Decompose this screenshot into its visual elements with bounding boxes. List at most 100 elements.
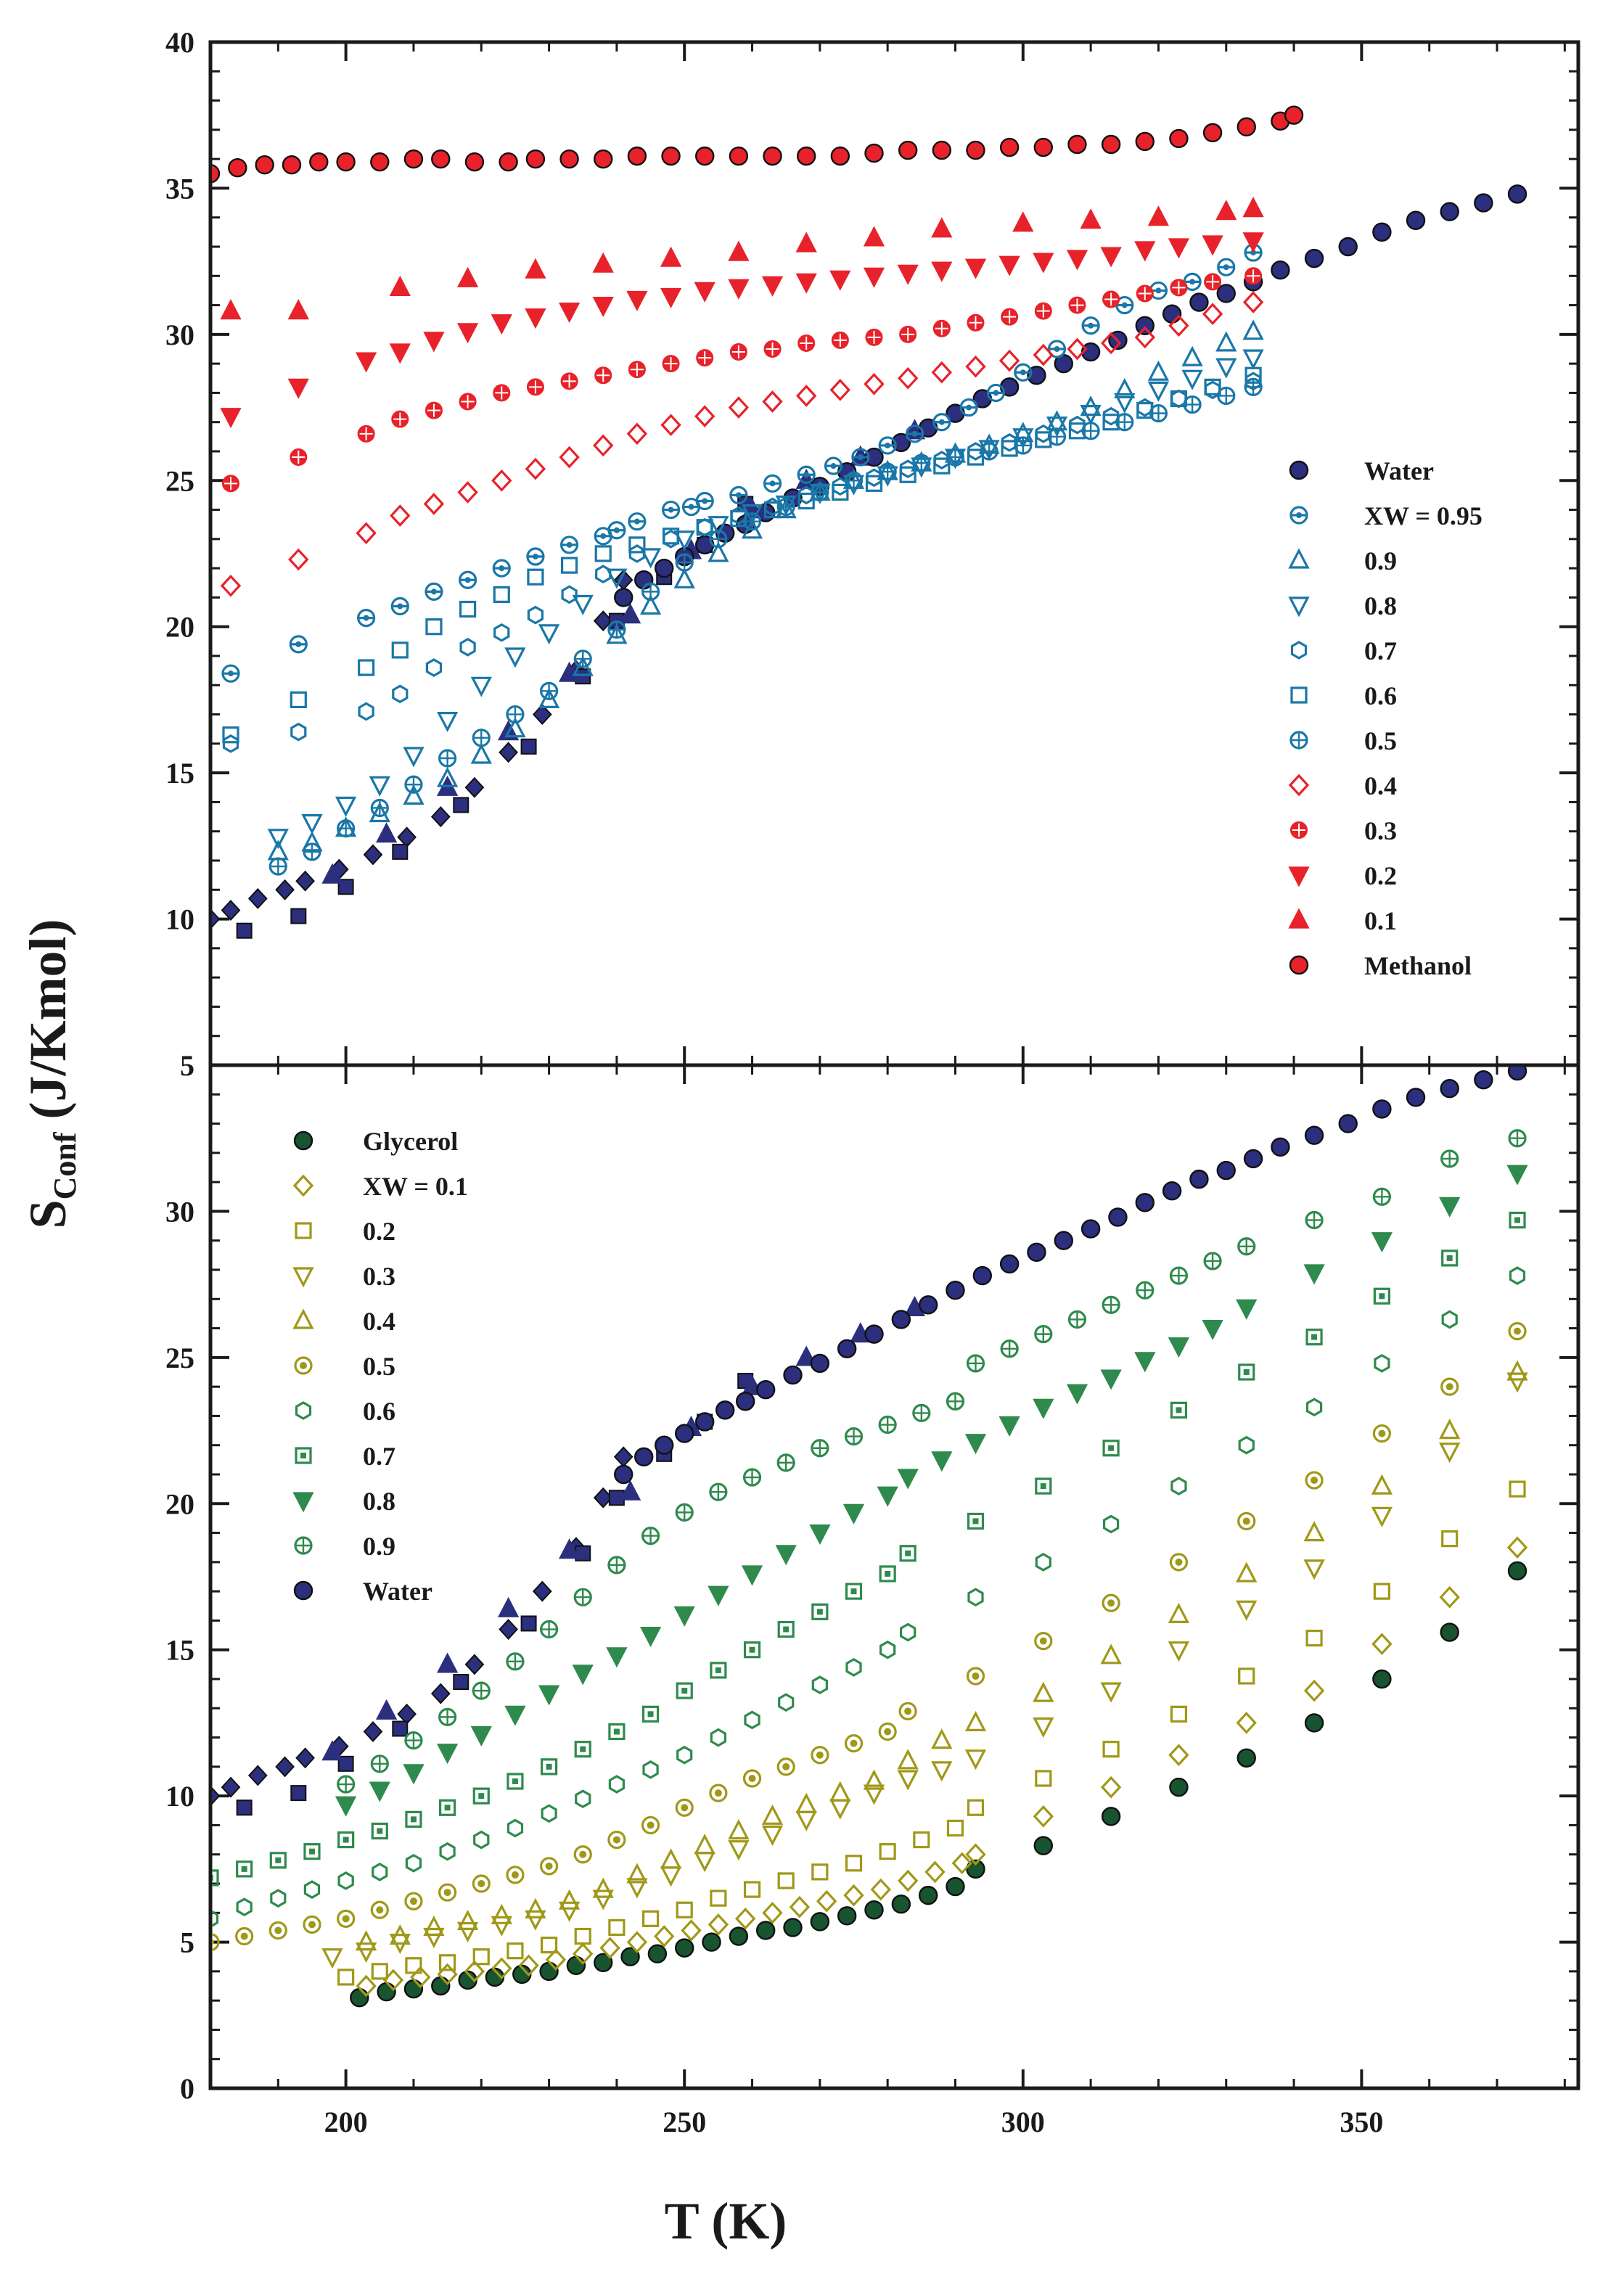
data-point (1001, 308, 1019, 326)
data-point (1242, 349, 1264, 370)
legend-label: 0.9 (1364, 546, 1397, 575)
data-point (593, 434, 614, 457)
data-point (913, 1831, 930, 1849)
legend-label: 0.7 (363, 1442, 395, 1471)
data-point (761, 1825, 784, 1846)
data-point (425, 401, 443, 419)
data-point (595, 565, 612, 584)
x-tick-label: 300 (1001, 2106, 1045, 2138)
data-point (1305, 1210, 1324, 1230)
data-point (439, 1799, 456, 1816)
data-point (1100, 1682, 1122, 1703)
data-point (641, 1910, 660, 1927)
data-point (1168, 314, 1189, 337)
data-point (439, 1842, 456, 1861)
data-point (369, 802, 390, 823)
data-point (540, 1758, 558, 1776)
legend-marker (293, 1130, 313, 1151)
legend-marker (1289, 460, 1309, 480)
data-point (1162, 304, 1182, 324)
data-point (1080, 1219, 1101, 1239)
data-point (755, 1921, 776, 1940)
data-point (946, 1819, 964, 1837)
legend-label: Methanol (1364, 951, 1472, 980)
water-extra-point (375, 1699, 398, 1720)
data-point (655, 558, 674, 578)
data-point (829, 1781, 851, 1802)
data-point (845, 1658, 862, 1677)
data-point (573, 1942, 594, 1966)
data-point (824, 456, 843, 475)
data-point (492, 559, 511, 578)
data-point (1134, 1352, 1156, 1373)
data-point (389, 1924, 411, 1945)
data-point (695, 491, 714, 511)
data-point (336, 152, 356, 172)
x-tick-label: 200 (324, 2106, 368, 2138)
data-point (946, 1392, 965, 1411)
data-point (572, 1665, 594, 1686)
data-point (694, 405, 715, 428)
data-point (337, 1831, 355, 1849)
data-point (899, 466, 916, 483)
data-point (795, 273, 817, 294)
data-point (842, 1503, 865, 1524)
data-point (558, 1889, 581, 1910)
data-point (675, 553, 694, 572)
data-point (268, 857, 287, 876)
data-point (356, 522, 377, 545)
data-point (303, 842, 321, 861)
data-point (709, 1482, 728, 1501)
data-point (1371, 1474, 1393, 1495)
data-point (1115, 413, 1134, 432)
data-point (438, 749, 457, 768)
data-point (642, 1760, 659, 1779)
data-point (390, 504, 411, 527)
data-point (1406, 1088, 1426, 1107)
data-point (290, 448, 308, 467)
data-point (1147, 205, 1170, 226)
data-point (898, 1702, 917, 1720)
data-point (599, 1937, 620, 1959)
data-point (287, 378, 309, 399)
data-point (1181, 369, 1203, 390)
data-point (464, 152, 485, 172)
data-point (236, 1860, 253, 1878)
data-point (898, 1869, 919, 1892)
data-point (431, 149, 451, 169)
data-point (1034, 302, 1052, 320)
data-point (694, 282, 715, 303)
data-point (959, 398, 978, 417)
data-point (627, 146, 647, 166)
data-point (897, 1469, 919, 1490)
data-point (1169, 1266, 1189, 1285)
data-point (865, 328, 883, 346)
water-extra-point (275, 879, 295, 900)
data-point (775, 498, 797, 519)
legend-label: 0.4 (1364, 771, 1397, 800)
data-point (1014, 363, 1033, 382)
data-point (879, 1640, 896, 1659)
data-point (1169, 128, 1189, 149)
data-point (1439, 1419, 1461, 1440)
data-point (897, 1770, 919, 1791)
data-point (729, 1926, 749, 1946)
data-point (660, 246, 682, 267)
data-point (811, 1603, 829, 1620)
y-axis-title-main: S (19, 1199, 77, 1228)
data-point (1136, 1281, 1155, 1300)
data-point (1101, 134, 1121, 155)
data-point (675, 1503, 694, 1522)
data-point (709, 1784, 728, 1802)
data-point (1183, 395, 1202, 414)
data-point (606, 1647, 628, 1668)
data-point (1506, 1536, 1528, 1559)
data-point (355, 352, 377, 373)
legend-label: 0.6 (363, 1397, 395, 1426)
data-point (614, 588, 633, 607)
data-point (423, 1915, 445, 1936)
legend-marker (1288, 596, 1310, 617)
water-extra-point (295, 870, 315, 892)
data-point (1439, 1585, 1460, 1609)
data-point (762, 1901, 783, 1924)
